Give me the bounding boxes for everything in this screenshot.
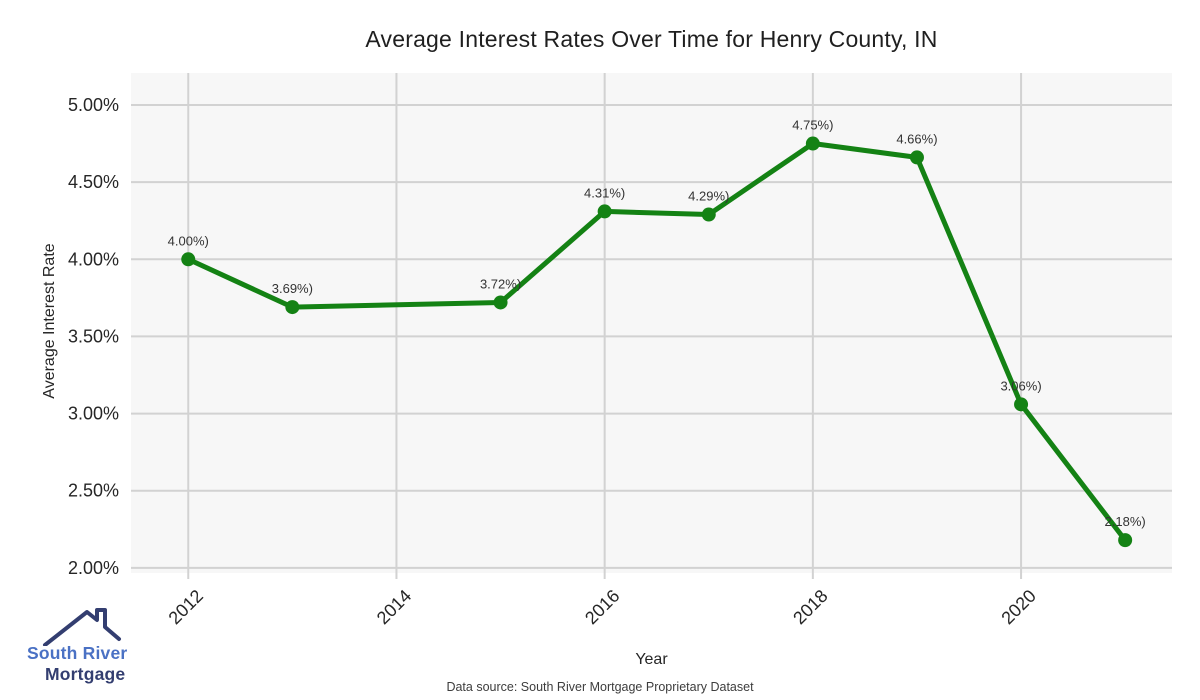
y-axis-title: Average Interest Rate: [41, 243, 58, 399]
data-point-marker: [285, 300, 300, 315]
x-tick-label: 2020: [997, 586, 1039, 628]
data-point-label: 4.31%): [584, 185, 625, 200]
data-point-marker: [493, 295, 508, 310]
logo-text-line2: Mortgage: [45, 664, 126, 684]
data-point-label: 4.29%): [688, 189, 729, 204]
data-point-marker: [597, 204, 612, 219]
x-tick-label: 2016: [581, 586, 623, 628]
y-tick-label: 3.50%: [68, 326, 119, 346]
data-point-label: 4.66%): [896, 131, 937, 146]
y-tick-label: 2.50%: [68, 481, 119, 501]
x-tick-label: 2014: [373, 586, 415, 628]
south-river-mortgage-logo: South River Mortgage: [22, 608, 142, 685]
data-point-marker: [181, 252, 196, 267]
house-roof-icon: [43, 608, 121, 646]
data-point-marker: [805, 136, 820, 151]
data-point-marker: [909, 150, 924, 165]
y-tick-label: 3.00%: [68, 404, 119, 424]
y-tick-label: 4.00%: [68, 249, 119, 269]
x-axis-title: Year: [635, 651, 668, 668]
data-point-marker: [1014, 397, 1029, 412]
chart-title: Average Interest Rates Over Time for Hen…: [365, 26, 938, 52]
plot-area: [131, 73, 1172, 573]
data-point-label: 2.18%): [1105, 514, 1146, 529]
y-tick-label: 2.00%: [68, 558, 119, 578]
data-point-label: 3.06%): [1000, 378, 1041, 393]
data-source-caption: Data source: South River Mortgage Propri…: [446, 680, 754, 694]
data-point-label: 4.00%): [168, 233, 209, 248]
y-tick-label: 5.00%: [68, 95, 119, 115]
data-point-label: 3.69%): [272, 281, 313, 296]
x-tick-label: 2018: [789, 586, 831, 628]
data-point-marker: [1118, 533, 1133, 548]
x-tick-label: 2012: [165, 586, 207, 628]
logo-text-line1: South River: [27, 643, 128, 663]
y-tick-label: 4.50%: [68, 172, 119, 192]
data-point-label: 3.72%): [480, 276, 521, 291]
data-point-label: 4.75%): [792, 118, 833, 133]
data-point-marker: [701, 207, 716, 222]
